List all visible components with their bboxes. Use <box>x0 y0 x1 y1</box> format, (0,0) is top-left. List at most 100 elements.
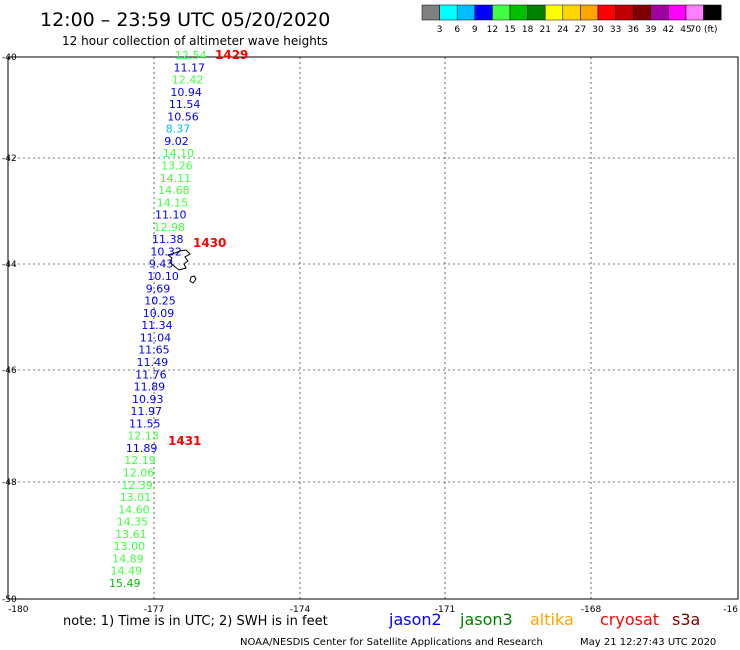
satellite-legend: jason2 jason3 altika cryosat s3a <box>388 610 700 629</box>
scale-swatch <box>527 4 546 21</box>
footer-note: note: 1) Time is in UTC; 2) SWH is in fe… <box>63 614 328 629</box>
scale-label: 42 <box>663 25 674 35</box>
swh-value: 12.98 <box>154 221 186 234</box>
swh-value: 13.00 <box>114 540 146 553</box>
longitude-tick-label: -171 <box>435 605 455 615</box>
scale-swatch <box>597 4 616 21</box>
scale-swatch <box>509 4 528 21</box>
credit-line: NOAA/NESDIS Center for Satellite Applica… <box>240 637 543 648</box>
swh-value: 10.25 <box>144 295 176 308</box>
swh-value: 10.10 <box>147 270 179 283</box>
swh-value: 12.42 <box>172 74 204 87</box>
swh-value: 14.15 <box>157 196 189 209</box>
swh-value: 14.10 <box>163 147 195 160</box>
swh-value: 10.09 <box>143 307 175 320</box>
map-subtitle: 12 hour collection of altimeter wave hei… <box>62 34 328 48</box>
scale-label: 33 <box>610 25 621 35</box>
wave-height-observations: 12.5411.1712.4210.9411.5410.568.379.0214… <box>109 49 207 590</box>
scale-swatch <box>580 4 599 21</box>
swh-value: 9.02 <box>164 135 189 148</box>
swh-value: 13.26 <box>161 160 193 173</box>
scale-swatch <box>685 4 704 21</box>
scale-swatch <box>703 4 722 21</box>
swh-value: 10.94 <box>170 86 202 99</box>
satellite-legend-s3a: s3a <box>672 610 700 629</box>
latitude-tick-label: -44 <box>2 260 17 270</box>
swh-value: 14.89 <box>112 552 144 565</box>
pass-time-label: 1430 <box>193 236 226 250</box>
scale-label: 27 <box>575 25 586 35</box>
longitude-tick-label: -16 <box>723 605 738 615</box>
swh-value: 11.49 <box>137 356 169 369</box>
swh-value: 14.68 <box>158 184 190 197</box>
longitude-tick-label: -177 <box>144 605 164 615</box>
swh-value: 14.35 <box>117 516 149 529</box>
scale-label: 21 <box>539 25 550 35</box>
swh-value: 11.89 <box>134 381 166 394</box>
swh-value: 11.65 <box>138 344 170 357</box>
swh-value: 11.17 <box>174 61 206 74</box>
scale-swatch <box>474 4 493 21</box>
satellite-legend-jason2: jason2 <box>388 610 442 629</box>
swh-value: 13.01 <box>120 491 152 504</box>
latitude-tick-label: -42 <box>2 154 17 164</box>
swh-value: 12.54 <box>175 49 207 62</box>
scale-swatch <box>421 4 440 21</box>
pass-time-label: 1429 <box>215 48 248 62</box>
swh-value: 10.32 <box>150 246 182 259</box>
satellite-legend-altika: altika <box>530 610 574 629</box>
scale-label: 3 <box>437 25 443 35</box>
longitude-tick-label: -180 <box>8 605 29 615</box>
swh-value: 11.76 <box>135 368 167 381</box>
swh-value: 10.56 <box>167 110 199 123</box>
swh-value: 11.54 <box>169 98 201 111</box>
island-outline <box>166 249 191 271</box>
swh-value: 11.34 <box>141 319 173 332</box>
scale-label: 6 <box>454 25 460 35</box>
swh-value: 12.39 <box>121 479 153 492</box>
swh-value: 11.04 <box>140 331 172 344</box>
longitude-tick-label: -174 <box>290 605 311 615</box>
scale-label: 9 <box>472 25 478 35</box>
swh-value: 9.43 <box>149 258 174 271</box>
scale-label: 30 <box>592 25 604 35</box>
scale-label: 15 <box>504 25 515 35</box>
swh-value: 10.93 <box>132 393 164 406</box>
scale-label: 70 (ft) <box>690 25 718 35</box>
graticule <box>8 57 738 599</box>
scale-swatch <box>615 4 634 21</box>
islet-outline <box>189 275 197 284</box>
map-border <box>7 56 739 600</box>
island-coastline <box>166 249 197 284</box>
latitude-tick-label: -40 <box>2 53 17 63</box>
scale-label: 45 <box>680 25 691 35</box>
satellite-legend-cryosat: cryosat <box>600 610 659 629</box>
swh-value: 9.69 <box>146 282 171 295</box>
longitude-tick-label: -168 <box>581 605 602 615</box>
swh-value: 11.97 <box>131 405 163 418</box>
swh-value: 11.55 <box>129 417 161 430</box>
map-frame <box>7 56 739 600</box>
scale-swatch <box>668 4 687 21</box>
scale-swatch <box>492 4 511 21</box>
scale-swatch <box>456 4 476 21</box>
swh-value: 14.11 <box>160 172 192 185</box>
scale-swatch <box>439 4 458 21</box>
scale-swatch <box>650 4 669 21</box>
axis-tick-labels: -180 -177 -174 -171 -168 -16 -40 -42 -44 -46 -48 -5… <box>2 53 738 615</box>
scale-label: 39 <box>645 25 657 35</box>
swh-value: 12.19 <box>124 454 156 467</box>
swh-value: 13.61 <box>115 528 147 541</box>
swh-value: 15.49 <box>109 577 141 590</box>
swh-value: 11.89 <box>126 442 157 455</box>
swh-value: 8.37 <box>166 123 191 136</box>
scale-swatch <box>632 4 652 21</box>
scale-label: 12 <box>487 25 498 35</box>
swh-value: 14.49 <box>111 565 143 578</box>
scale-label: 24 <box>557 25 569 35</box>
scale-label: 18 <box>522 25 534 35</box>
swh-value: 11.10 <box>155 209 187 222</box>
